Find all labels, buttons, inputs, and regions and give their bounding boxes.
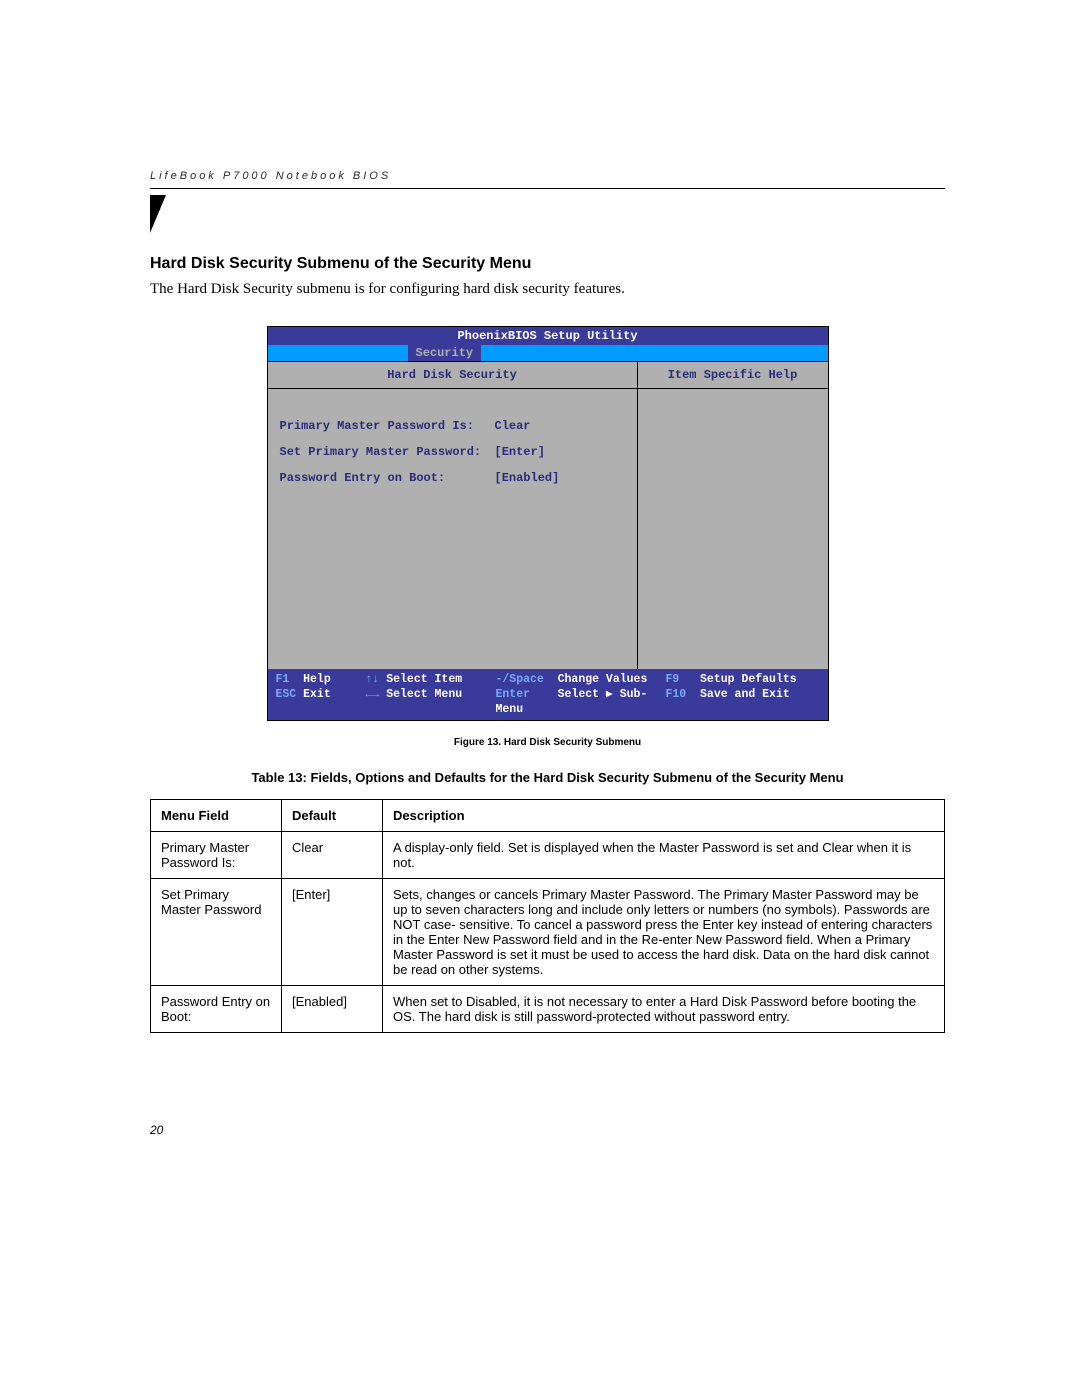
page: LifeBook P7000 Notebook BIOS Hard Disk S… [0,0,1080,1197]
table-row: Password Entry on Boot: [Enabled] When s… [151,986,945,1033]
cell-default: [Enter] [282,879,383,986]
col-default: Default [282,800,383,832]
cell-default: [Enabled] [282,986,383,1033]
hotkey-label: Exit [303,688,331,701]
table-caption: Table 13: Fields, Options and Defaults f… [150,770,945,785]
option-value: [Enter] [495,445,545,459]
bios-title: PhoenixBIOS Setup Utility [268,327,828,345]
hotkey-label: Select Item [386,673,462,686]
page-number: 20 [150,1123,945,1137]
bios-panel: PhoenixBIOS Setup Utility Security Hard … [267,326,829,721]
option-label: Set Primary Master Password: [280,445,495,459]
section-title: Hard Disk Security Submenu of the Securi… [150,255,945,273]
bios-left-heading: Hard Disk Security [268,362,637,389]
option-value: Clear [495,419,531,433]
bios-help-heading: Item Specific Help [638,362,828,389]
bios-option-row[interactable]: Primary Master Password Is: Clear [280,419,625,433]
bios-footer: F1 Help ↑↓ Select Item -/Space Change Va… [268,669,828,720]
col-menu-field: Menu Field [151,800,282,832]
hotkey-enter[interactable]: Enter [496,688,531,701]
bios-option-row[interactable]: Password Entry on Boot: [Enabled] [280,471,625,485]
cell-desc: When set to Disabled, it is not necessar… [383,986,945,1033]
cell-field: Primary Master Password Is: [151,832,282,879]
hotkey-space[interactable]: -/Space [496,673,544,686]
bios-help-pane: Item Specific Help [638,362,828,669]
bios-tabbar: Security [268,345,828,361]
figure-caption: Figure 13. Hard Disk Security Submenu [150,737,945,748]
bios-options: Primary Master Password Is: Clear Set Pr… [268,389,637,669]
col-description: Description [383,800,945,832]
table-row: Primary Master Password Is: Clear A disp… [151,832,945,879]
option-label: Primary Master Password Is: [280,419,495,433]
option-label: Password Entry on Boot: [280,471,495,485]
running-header: LifeBook P7000 Notebook BIOS [150,170,945,189]
hotkey-esc[interactable]: ESC [276,688,297,701]
bios-option-row[interactable]: Set Primary Master Password: [Enter] [280,445,625,459]
hotkey-updown[interactable]: ↑↓ [366,673,380,686]
tab-security[interactable]: Security [408,345,482,361]
hotkey-label: Save and Exit [700,688,790,701]
hotkey-label: Change Values [558,673,648,686]
hotkey-label: Select Menu [386,688,462,701]
cell-field: Set Primary Master Password [151,879,282,986]
hotkey-label: Help [303,673,331,686]
option-value: [Enabled] [495,471,560,485]
page-corner-tab [150,195,166,233]
table-row: Set Primary Master Password [Enter] Sets… [151,879,945,986]
options-table: Menu Field Default Description Primary M… [150,799,945,1033]
hotkey-f1[interactable]: F1 [276,673,290,686]
hotkey-f9[interactable]: F9 [666,673,680,686]
section-intro: The Hard Disk Security submenu is for co… [150,281,945,298]
cell-field: Password Entry on Boot: [151,986,282,1033]
hotkey-label: Setup Defaults [700,673,797,686]
footer-row: F1 Help ↑↓ Select Item -/Space Change Va… [276,672,820,687]
cell-desc: Sets, changes or cancels Primary Master … [383,879,945,986]
table-header-row: Menu Field Default Description [151,800,945,832]
footer-row: ESC Exit ←→ Select Menu Enter Select ▶ S… [276,687,820,717]
hotkey-leftright[interactable]: ←→ [366,688,380,701]
bios-body: Hard Disk Security Primary Master Passwo… [268,361,828,669]
hotkey-f10[interactable]: F10 [666,688,687,701]
bios-left-pane: Hard Disk Security Primary Master Passwo… [268,362,638,669]
cell-default: Clear [282,832,383,879]
cell-desc: A display-only field. Set is displayed w… [383,832,945,879]
